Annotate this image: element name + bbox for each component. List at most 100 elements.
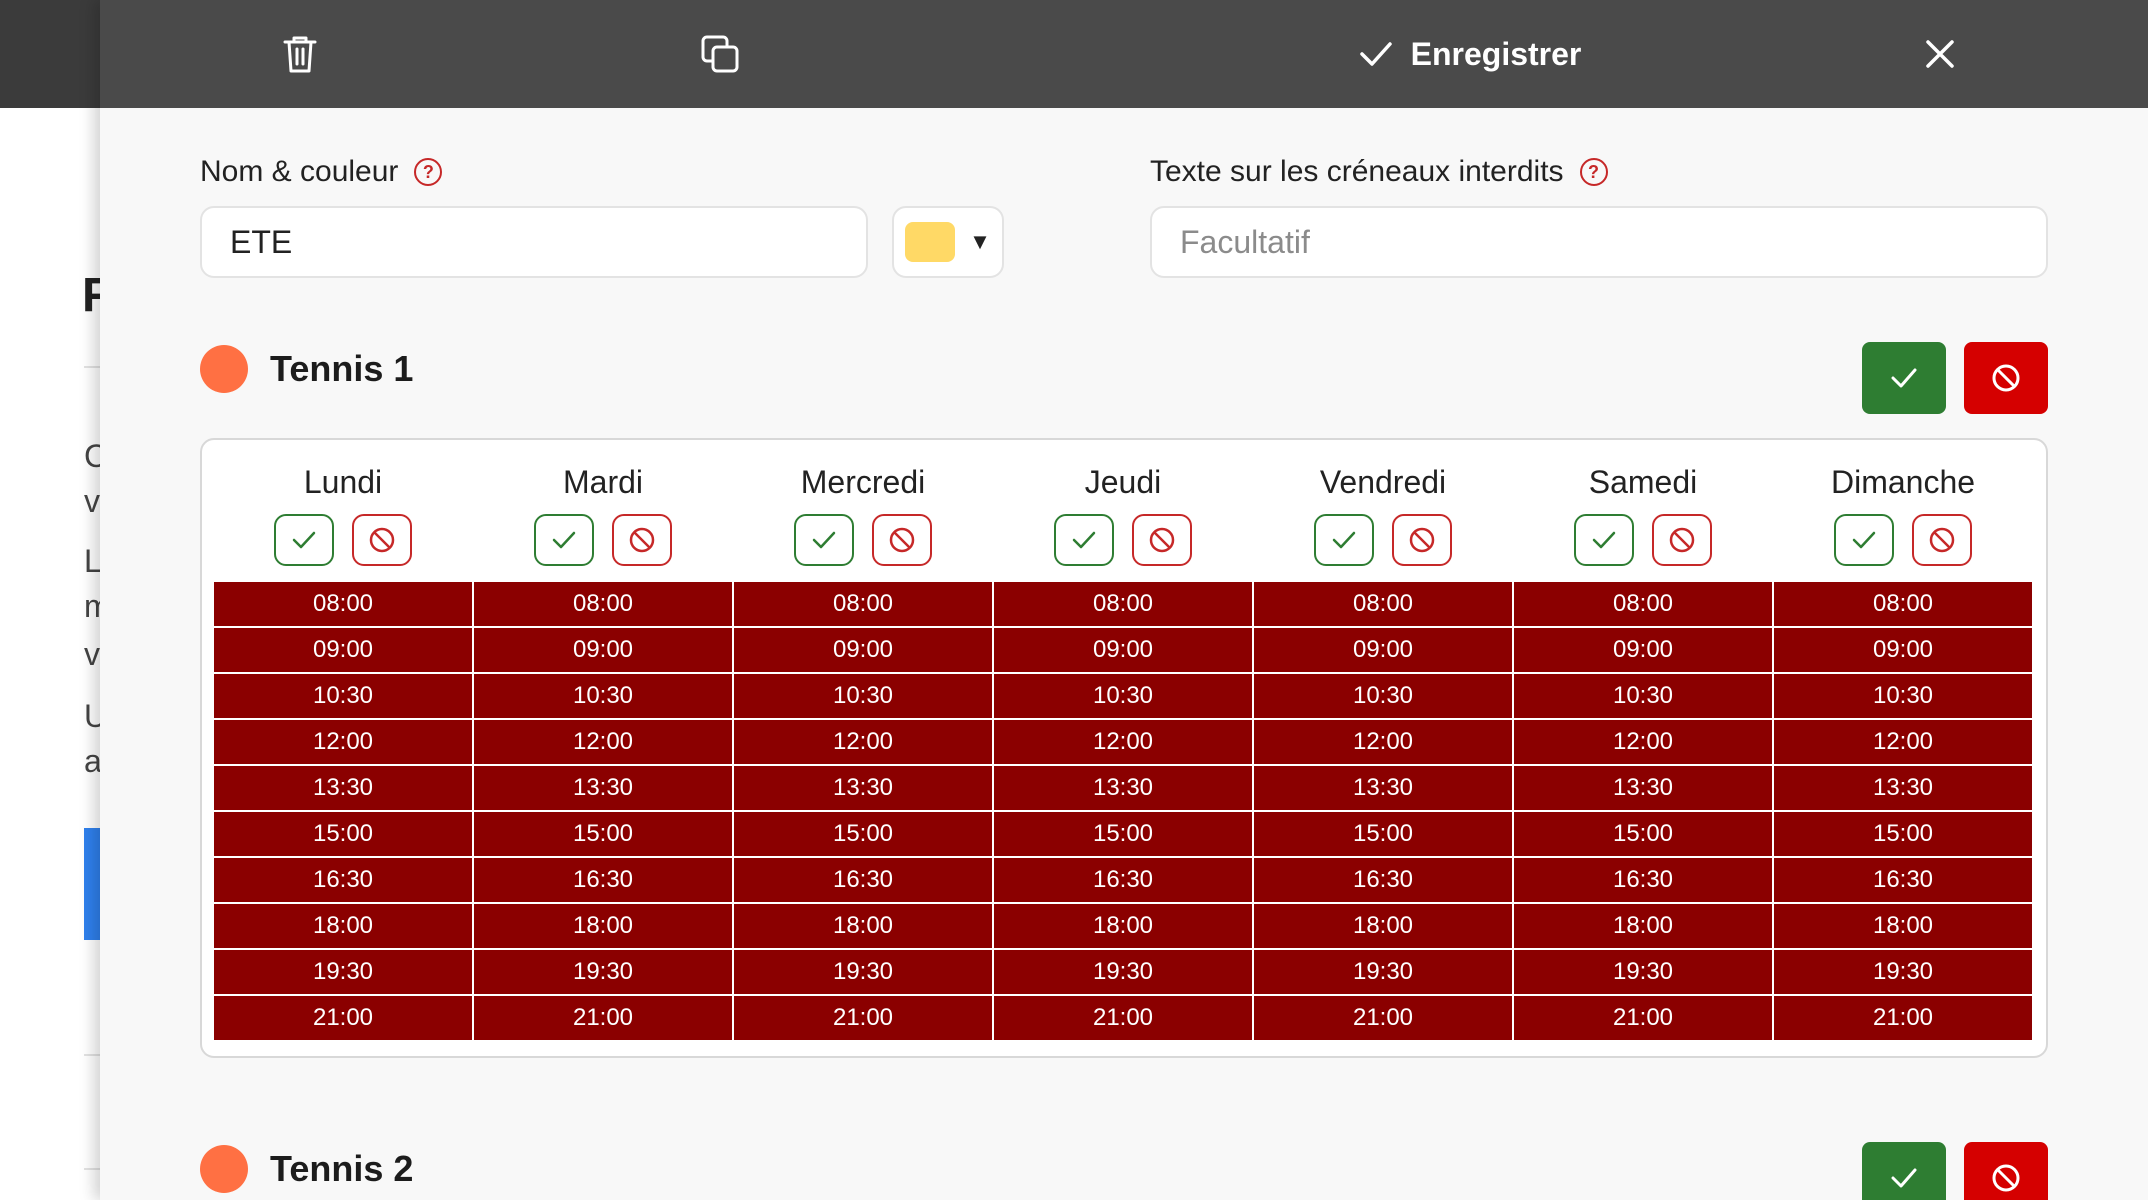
time-slot[interactable]: 09:00 <box>1514 628 1772 672</box>
time-slot[interactable]: 18:00 <box>474 904 732 948</box>
time-slot[interactable]: 10:30 <box>1254 674 1512 718</box>
time-slot[interactable]: 21:00 <box>1514 996 1772 1040</box>
day-allow-button[interactable] <box>534 514 594 566</box>
delete-button[interactable] <box>260 0 340 108</box>
day-allow-button[interactable] <box>274 514 334 566</box>
time-slot[interactable]: 08:00 <box>474 582 732 626</box>
time-slot[interactable]: 09:00 <box>214 628 472 672</box>
court-forbid-all-button[interactable] <box>1964 1142 2048 1200</box>
time-slot[interactable]: 19:30 <box>734 950 992 994</box>
time-slot[interactable]: 12:00 <box>1774 720 2032 764</box>
court-allow-all-button[interactable] <box>1862 342 1946 414</box>
time-slot[interactable]: 16:30 <box>214 858 472 902</box>
time-slot[interactable]: 15:00 <box>994 812 1252 856</box>
court-forbid-all-button[interactable] <box>1964 342 2048 414</box>
forbidden-help-icon[interactable]: ? <box>1579 158 1608 186</box>
time-slot[interactable]: 09:00 <box>994 628 1252 672</box>
court-allow-all-button[interactable] <box>1862 1142 1946 1200</box>
time-slot[interactable]: 16:30 <box>1514 858 1772 902</box>
time-slot[interactable]: 10:30 <box>1514 674 1772 718</box>
day-forbid-button[interactable] <box>612 514 672 566</box>
time-slot[interactable]: 13:30 <box>1774 766 2032 810</box>
time-slot[interactable]: 18:00 <box>1514 904 1772 948</box>
time-slot[interactable]: 09:00 <box>1774 628 2032 672</box>
time-slot[interactable]: 12:00 <box>1254 720 1512 764</box>
time-slot[interactable]: 19:30 <box>1774 950 2032 994</box>
forbid-icon <box>889 527 915 553</box>
time-slot[interactable]: 21:00 <box>474 996 732 1040</box>
time-slot[interactable]: 09:00 <box>734 628 992 672</box>
name-help-icon[interactable]: ? <box>414 158 443 186</box>
time-slot[interactable]: 13:30 <box>214 766 472 810</box>
time-slot[interactable]: 21:00 <box>994 996 1252 1040</box>
time-slot[interactable]: 21:00 <box>1774 996 2032 1040</box>
day-forbid-button[interactable] <box>1132 514 1192 566</box>
time-slot[interactable]: 19:30 <box>474 950 732 994</box>
time-slot[interactable]: 19:30 <box>1254 950 1512 994</box>
time-slot[interactable]: 08:00 <box>1774 582 2032 626</box>
time-slot[interactable]: 16:30 <box>734 858 992 902</box>
time-slot[interactable]: 18:00 <box>994 904 1252 948</box>
court-color-dot <box>200 1145 248 1193</box>
time-slot[interactable]: 09:00 <box>474 628 732 672</box>
time-slot[interactable]: 21:00 <box>214 996 472 1040</box>
close-button[interactable] <box>1900 0 1980 108</box>
time-slot[interactable]: 08:00 <box>994 582 1252 626</box>
day-forbid-button[interactable] <box>1392 514 1452 566</box>
time-slot[interactable]: 15:00 <box>474 812 732 856</box>
time-slot[interactable]: 16:30 <box>474 858 732 902</box>
day-allow-button[interactable] <box>1574 514 1634 566</box>
day-forbid-button[interactable] <box>352 514 412 566</box>
time-slot[interactable]: 13:30 <box>734 766 992 810</box>
time-slot[interactable]: 18:00 <box>214 904 472 948</box>
day-forbid-button[interactable] <box>1652 514 1712 566</box>
time-slot[interactable]: 15:00 <box>1254 812 1512 856</box>
time-slot[interactable]: 21:00 <box>734 996 992 1040</box>
duplicate-button[interactable] <box>680 0 760 108</box>
time-slot[interactable]: 12:00 <box>214 720 472 764</box>
time-slot[interactable]: 18:00 <box>1774 904 2032 948</box>
time-slot[interactable]: 10:30 <box>474 674 732 718</box>
time-slot[interactable]: 19:30 <box>994 950 1252 994</box>
time-slot[interactable]: 10:30 <box>994 674 1252 718</box>
time-slot[interactable]: 18:00 <box>1254 904 1512 948</box>
time-slot[interactable]: 21:00 <box>1254 996 1512 1040</box>
time-slot[interactable]: 10:30 <box>734 674 992 718</box>
name-input[interactable]: ETE <box>200 206 868 278</box>
day-allow-button[interactable] <box>794 514 854 566</box>
time-slot[interactable]: 08:00 <box>1514 582 1772 626</box>
color-picker[interactable]: ▼ <box>892 206 1004 278</box>
time-slot[interactable]: 16:30 <box>1254 858 1512 902</box>
time-slot[interactable]: 15:00 <box>1774 812 2032 856</box>
time-slot[interactable]: 13:30 <box>474 766 732 810</box>
time-slot[interactable]: 12:00 <box>1514 720 1772 764</box>
time-slot[interactable]: 19:30 <box>214 950 472 994</box>
time-slot[interactable]: 13:30 <box>1514 766 1772 810</box>
time-slot[interactable]: 15:00 <box>734 812 992 856</box>
day-allow-button[interactable] <box>1314 514 1374 566</box>
time-slot[interactable]: 13:30 <box>994 766 1252 810</box>
time-slot[interactable]: 15:00 <box>214 812 472 856</box>
time-slot[interactable]: 08:00 <box>734 582 992 626</box>
time-slot[interactable]: 08:00 <box>214 582 472 626</box>
time-slot[interactable]: 10:30 <box>214 674 472 718</box>
time-slot[interactable]: 16:30 <box>1774 858 2032 902</box>
time-slot[interactable]: 15:00 <box>1514 812 1772 856</box>
time-slot[interactable]: 08:00 <box>1254 582 1512 626</box>
time-slot[interactable]: 19:30 <box>1514 950 1772 994</box>
time-slot[interactable]: 16:30 <box>994 858 1252 902</box>
time-slot[interactable]: 18:00 <box>734 904 992 948</box>
time-slot[interactable]: 13:30 <box>1254 766 1512 810</box>
time-slot[interactable]: 09:00 <box>1254 628 1512 672</box>
time-slot[interactable]: 10:30 <box>1774 674 2032 718</box>
time-slot[interactable]: 12:00 <box>994 720 1252 764</box>
day-actions <box>474 514 732 566</box>
day-forbid-button[interactable] <box>1912 514 1972 566</box>
day-allow-button[interactable] <box>1054 514 1114 566</box>
time-slot[interactable]: 12:00 <box>474 720 732 764</box>
save-button[interactable]: Enregistrer <box>1300 0 1640 108</box>
day-allow-button[interactable] <box>1834 514 1894 566</box>
forbidden-text-input[interactable]: Facultatif <box>1150 206 2048 278</box>
time-slot[interactable]: 12:00 <box>734 720 992 764</box>
day-forbid-button[interactable] <box>872 514 932 566</box>
